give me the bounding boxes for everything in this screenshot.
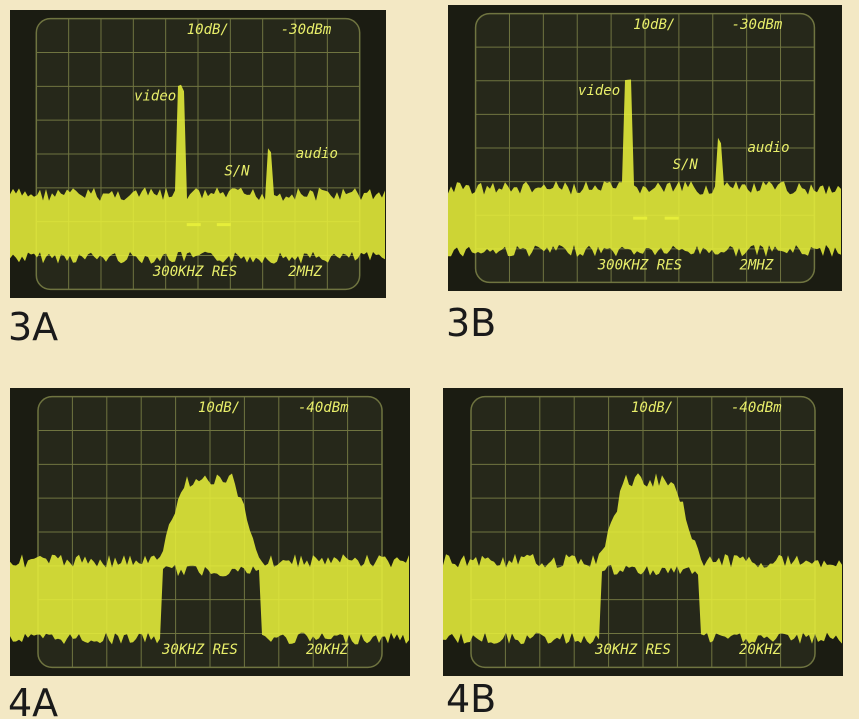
trace (10, 84, 385, 264)
trace (448, 79, 841, 257)
scale-label: 10dB/ (198, 400, 240, 416)
reference-label: -40dBm (298, 400, 349, 416)
reference-label: -30dBm (281, 22, 332, 38)
span-label: 20KHZ (739, 642, 782, 658)
span-label: 2MHZ (740, 257, 774, 273)
figure-label: 4A (8, 681, 59, 719)
figure-label: 4B (446, 677, 497, 719)
span-label: 20KHZ (306, 642, 349, 658)
resolution-label: 30KHZ RES (594, 642, 671, 658)
annotation: audio (296, 146, 338, 162)
annotation: video (134, 88, 176, 104)
reference-label: -40dBm (731, 400, 782, 416)
resolution-label: 300KHZ RES (152, 264, 237, 280)
resolution-label: 300KHZ RES (597, 257, 682, 273)
analyzer-screen: video S/N audio 10dB/ -30dBm 300KHZ RES 2MHZ (448, 5, 842, 291)
analyzer-screen: 10dB/ -40dBm 30KHZ RES 20KHZ (10, 388, 410, 676)
scale-label: 10dB/ (187, 22, 229, 38)
marker (216, 223, 231, 227)
span-label: 2MHZ (288, 264, 322, 280)
annotation: video (578, 83, 620, 99)
resolution-label: 30KHZ RES (161, 642, 238, 658)
marker (186, 223, 201, 227)
scale-label: 10dB/ (633, 17, 675, 33)
marker (664, 216, 679, 220)
annotation: audio (747, 140, 789, 156)
trace (443, 473, 842, 645)
figure-label: 3B (446, 301, 497, 345)
marker (633, 216, 648, 220)
figure-label: 3A (8, 305, 59, 349)
analyzer-screen: 10dB/ -40dBm 30KHZ RES 20KHZ (443, 388, 843, 676)
reference-label: -30dBm (732, 17, 783, 33)
annotation: S/N (673, 157, 699, 173)
scale-label: 10dB/ (631, 400, 673, 416)
analyzer-screen: video S/N audio 10dB/ -30dBm 300KHZ RES 2MHZ (10, 10, 386, 298)
annotation: S/N (224, 163, 250, 179)
trace (10, 473, 409, 645)
